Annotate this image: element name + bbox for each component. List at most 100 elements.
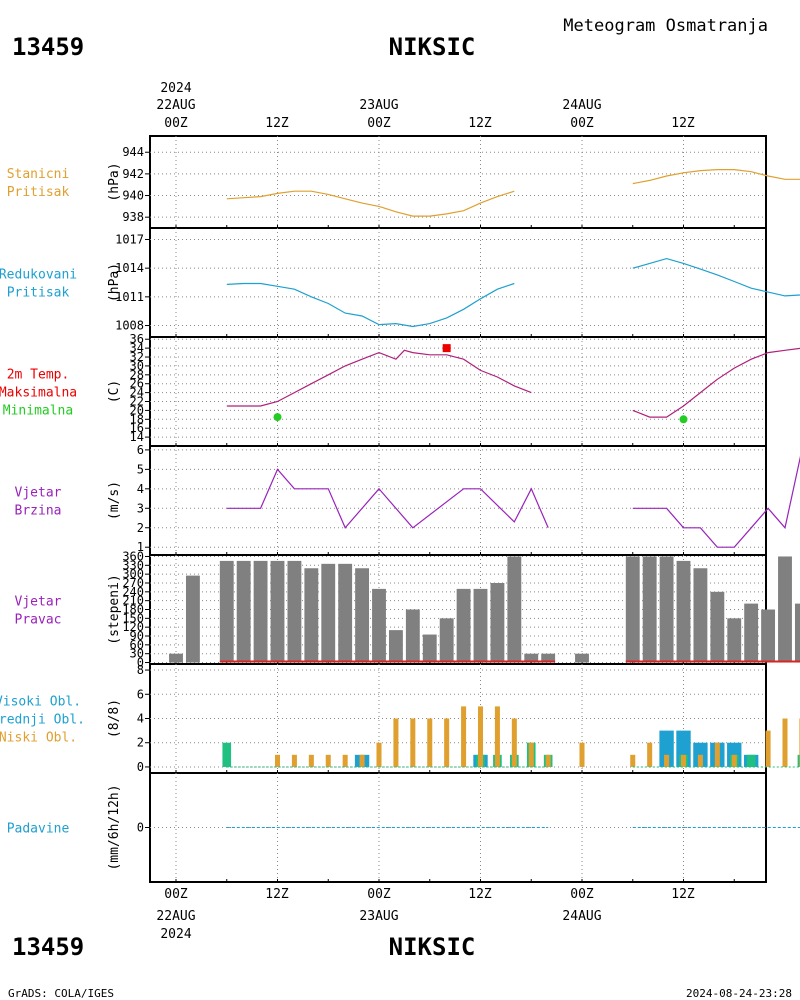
panel-label-line: Redukovani xyxy=(0,268,77,283)
y-tick-label: 18 xyxy=(130,412,144,426)
wind-direction-bar xyxy=(744,603,759,663)
y-axis-label: (C) xyxy=(107,380,122,403)
y-tick-label: 944 xyxy=(122,145,144,159)
series-line xyxy=(632,257,800,297)
series-line xyxy=(226,349,532,407)
panel-label-line: Visoki Obl. xyxy=(0,695,81,710)
bottom-hour-label-3: 00Z xyxy=(367,887,391,902)
cloud-bar-low xyxy=(647,742,653,767)
cloud-bar-low xyxy=(274,754,281,767)
wind-direction-bar xyxy=(287,560,302,663)
panel-label-line: Maksimalna xyxy=(0,386,77,401)
y-axis-label: (hPa) xyxy=(107,263,122,302)
panel-label-line: Brzina xyxy=(15,504,62,519)
wind-direction-bar xyxy=(710,591,725,663)
bottom-hour-label-1: 00Z xyxy=(164,887,188,902)
cloud-bar-low xyxy=(410,718,416,767)
y-tick-label: 0 xyxy=(137,821,144,835)
cloud-bar-low xyxy=(765,730,771,767)
wind-direction-bar xyxy=(473,588,488,663)
bottom-hour-label-5: 00Z xyxy=(570,887,594,902)
cloud-bar-low xyxy=(393,718,399,767)
y-tick-label: 26 xyxy=(130,377,144,391)
cloud-bar-low xyxy=(731,754,737,767)
y-tick-label: 938 xyxy=(122,210,144,224)
y-tick-label: 28 xyxy=(130,368,144,382)
panel-label-line: Niski Obl. xyxy=(0,731,77,746)
y-tick-label: 1 xyxy=(137,540,144,554)
y-tick-label: 5 xyxy=(137,462,144,476)
wind-direction-bar xyxy=(270,560,285,663)
wind-direction-bar xyxy=(169,653,183,663)
top-date-label-1: 22AUG xyxy=(156,98,195,113)
wind-direction-bar xyxy=(253,560,268,663)
station-name-bottom: NIKSIC xyxy=(389,933,476,961)
wind-direction-bar xyxy=(659,556,674,663)
wind-direction-bar xyxy=(388,630,403,663)
wind-direction-bar xyxy=(321,563,336,663)
panel-label-line: Minimalna xyxy=(3,404,73,419)
cloud-bar-low xyxy=(461,706,467,767)
y-axis-label: (stepeni) xyxy=(107,574,122,644)
y-tick-label: 330 xyxy=(122,558,144,572)
cloud-bar-mid xyxy=(797,754,800,767)
y-tick-label: 20 xyxy=(130,403,144,417)
panel-label-line: Srednji Obl. xyxy=(0,713,85,728)
wind-direction-bar xyxy=(422,634,437,663)
cloud-bar-low xyxy=(714,742,720,767)
wind-direction-bar xyxy=(355,568,370,663)
top-hour-label-4: 12Z xyxy=(468,116,492,131)
y-axis-label: (mm/6h/12h) xyxy=(107,784,122,870)
credit-text: GrADS: COLA/IGES xyxy=(8,987,114,1000)
panel-frame xyxy=(149,445,767,556)
top-hour-label-6: 12Z xyxy=(671,116,695,131)
y-tick-label: 1008 xyxy=(115,319,144,333)
y-tick-label: 30 xyxy=(130,647,144,661)
y-tick-label: 1011 xyxy=(115,290,144,304)
y-tick-label: 1014 xyxy=(115,261,144,275)
y-tick-label: 24 xyxy=(130,386,144,400)
cloud-bar-low xyxy=(325,754,331,767)
cloud-bar-low xyxy=(308,754,314,767)
panel-label-line: 2m Temp. xyxy=(7,368,70,383)
panel-precipitation: 0 (mm/6h/12h) Padavine xyxy=(7,772,800,883)
y-tick-label: 3 xyxy=(137,501,144,515)
top-hour-label-5: 00Z xyxy=(570,116,594,131)
y-tick-label: 32 xyxy=(130,350,144,364)
y-tick-label: 942 xyxy=(122,167,144,181)
y-tick-label: 240 xyxy=(122,585,144,599)
y-tick-label: 4 xyxy=(137,482,144,496)
wind-direction-bar xyxy=(338,563,353,663)
cloud-bar-low xyxy=(511,718,517,767)
y-tick-label: 90 xyxy=(130,629,144,643)
cloud-bar-low xyxy=(444,718,450,767)
panel-station_pressure: 938 940 942 944(hPa) Stanicni Pritisak xyxy=(7,135,800,229)
y-tick-label: 360 xyxy=(122,549,144,563)
wind-direction-bar xyxy=(727,618,742,663)
wind-direction-bar xyxy=(761,609,776,663)
cloud-bar-low xyxy=(579,742,585,767)
cloud-bar-low xyxy=(291,754,297,767)
top-date-label-3: 24AUG xyxy=(562,98,601,113)
wind-direction-bar xyxy=(642,556,657,663)
cloud-bar-low xyxy=(528,742,534,767)
bottom-hour-label-2: 12Z xyxy=(265,887,289,902)
cloud-bar-low xyxy=(427,718,433,767)
wind-direction-bar xyxy=(524,653,539,663)
panel-label-line: Stanicni xyxy=(7,167,70,182)
bottom-date-label-3: 24AUG xyxy=(562,909,601,924)
series-line xyxy=(226,282,515,328)
y-tick-label: 150 xyxy=(122,611,144,625)
timestamp-text: 2024-08-24-23:28 xyxy=(686,987,792,1000)
panel-reduced_pressure: 1008 1011 1014 1017 (hPa) Redukovani Pritisak xyxy=(0,227,800,338)
y-tick-label: 4 xyxy=(137,712,144,726)
wind-direction-bar xyxy=(185,575,200,663)
panel-wind_speed: 1 2 3 4 5 6 (m/s) Vjetar Brzina xyxy=(15,443,800,556)
panel-label-line: Vjetar xyxy=(15,486,62,501)
panel-label-line: Padavine xyxy=(7,822,70,837)
cloud-bar-low xyxy=(342,754,348,767)
wind-direction-bar xyxy=(236,560,251,663)
wind-direction-bar xyxy=(439,618,454,663)
cloud-bar-low xyxy=(630,754,636,767)
y-tick-label: 22 xyxy=(130,395,144,409)
